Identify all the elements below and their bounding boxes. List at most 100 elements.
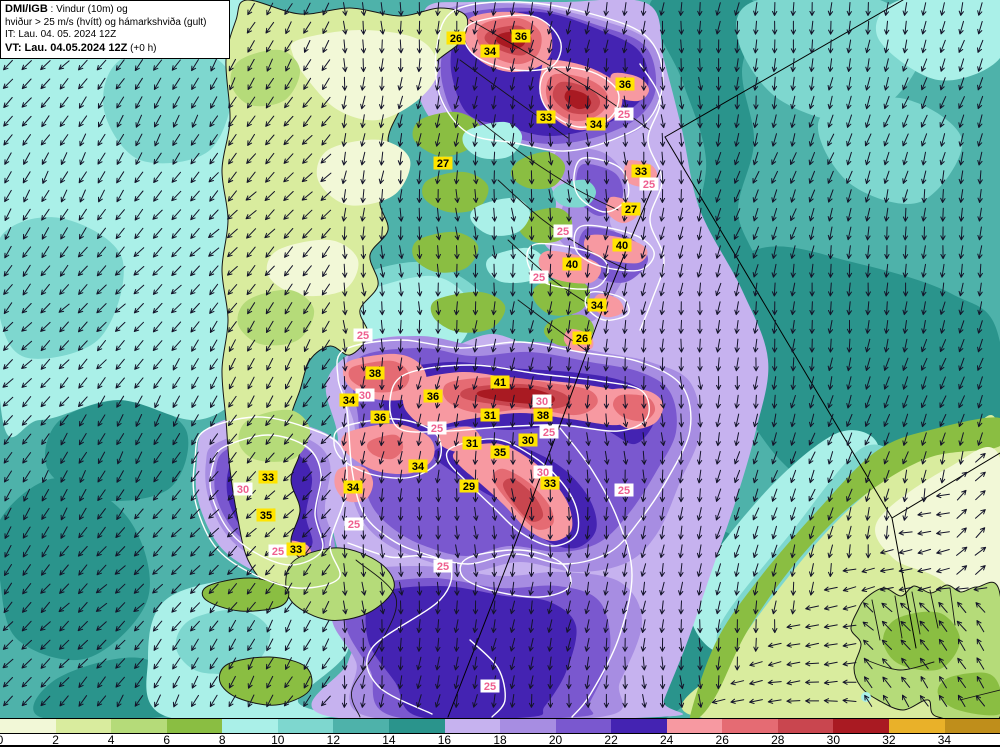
contour-label-bg (233, 482, 253, 496)
contour-label-value: 25 (431, 423, 443, 435)
contour-label-bg (529, 270, 549, 284)
wind-region-c3 (510, 151, 566, 190)
max-gust-label-bg (286, 542, 306, 556)
colorbar-segment-13 (722, 719, 778, 733)
colorbar-segment-1 (55, 719, 112, 733)
wind-region-c13 (612, 394, 656, 422)
contour-label-bg (480, 679, 500, 693)
colorbar-segment-0 (0, 719, 56, 733)
max-gust-label-bg (631, 164, 651, 178)
wind-region-c15 (564, 89, 592, 110)
colorbar-segment-7 (388, 719, 445, 733)
colorbar-segment-2 (111, 719, 167, 733)
max-gust-label: 36 (511, 29, 531, 43)
max-gust-label-bg (490, 445, 510, 459)
max-gust-label-bg (615, 77, 635, 91)
legend-line-1: DMI/IGB : Vindur (10m) og (5, 3, 128, 15)
colorbar-tick-26: 26 (715, 733, 729, 747)
max-gust-label-bg (339, 393, 359, 407)
max-gust-label: 33 (258, 470, 278, 484)
colorbar-segment-12 (666, 719, 723, 733)
max-gust-label: 33 (286, 542, 306, 556)
colorbar-segment-6 (333, 719, 389, 733)
max-gust-label-value: 30 (522, 435, 534, 447)
max-gust-label: 34 (480, 44, 500, 58)
contour-label: 30 (355, 388, 375, 402)
max-gust-label: 36 (370, 410, 390, 424)
max-gust-label-value: 34 (412, 461, 425, 473)
contour-label: 30 (233, 482, 253, 496)
max-gust-label: 34 (408, 459, 428, 473)
max-gust-label-bg (480, 44, 500, 58)
wind-region-c13 (367, 434, 404, 460)
contour-label-bg (533, 465, 553, 479)
max-gust-label: 29 (459, 479, 479, 493)
max-gust-label: 40 (612, 238, 632, 252)
max-gust-label: 27 (433, 156, 453, 170)
max-gust-label: 35 (256, 508, 276, 522)
max-gust-label-bg (511, 29, 531, 43)
max-gust-label: 33 (631, 164, 651, 178)
max-gust-label-value: 36 (619, 79, 631, 91)
max-gust-label: 36 (423, 389, 443, 403)
max-gust-label-value: 31 (484, 410, 496, 422)
max-gust-label: 27 (621, 202, 641, 216)
contour-label-value: 25 (348, 519, 360, 531)
wind-region-c3 (430, 291, 506, 333)
max-gust-label: 31 (462, 436, 482, 450)
wind-region-c5 (552, 179, 597, 208)
contour-label: 25 (433, 559, 453, 573)
contour-25 (333, 418, 443, 479)
contour-label-bg (353, 328, 373, 342)
contour-25 (469, 639, 506, 718)
max-gust-label-value: 34 (591, 300, 604, 312)
max-gust-label-value: 34 (484, 46, 497, 58)
max-gust-label-value: 41 (494, 377, 506, 389)
wind-region-c7 (0, 477, 150, 661)
contour-label-value: 30 (237, 484, 249, 496)
max-gust-label: 36 (615, 77, 635, 91)
coastline (350, 559, 398, 718)
max-gust-label: 35 (490, 445, 510, 459)
colorbar-tick-18: 18 (493, 733, 507, 747)
max-gust-label: 30 (518, 433, 538, 447)
colorbar-tick-8: 8 (218, 733, 226, 747)
contour-label: 25 (427, 421, 447, 435)
max-gust-label: 38 (533, 408, 553, 422)
contour-label-bg (344, 517, 364, 531)
max-gust-label-value: 34 (343, 395, 356, 407)
max-gust-label-bg (365, 366, 385, 380)
contour-label: 25 (353, 328, 373, 342)
colorbar-tick-12: 12 (326, 733, 341, 747)
max-gust-label-bg (540, 476, 560, 490)
max-gust-label: 40 (562, 257, 582, 271)
land-patch (689, 417, 1000, 718)
contour-25 (584, 291, 630, 321)
max-gust-label-value: 33 (262, 472, 274, 484)
graticule-line (664, 0, 904, 138)
max-gust-label-value: 34 (590, 119, 603, 131)
colorbar-segment-15 (833, 719, 889, 733)
max-gust-label-bg (423, 389, 443, 403)
colorbar-segment-3 (166, 719, 223, 733)
max-gust-label: 31 (480, 408, 500, 422)
max-gust-label-value: 40 (616, 240, 628, 252)
colorbar-tick-14: 14 (382, 733, 396, 747)
colorbar-tick-30: 30 (826, 733, 841, 747)
max-gust-label-value: 27 (625, 204, 637, 216)
colorbar-tick-10: 10 (271, 733, 285, 747)
max-gust-label-bg (621, 202, 641, 216)
coastline (459, 59, 569, 139)
max-gust-label-value: 27 (437, 158, 449, 170)
graticule-line (891, 452, 1000, 519)
contour-label: 25 (639, 177, 659, 191)
contour-label-value: 25 (618, 109, 630, 121)
colorbar-segment-10 (555, 719, 612, 733)
max-gust-label-bg (612, 238, 632, 252)
contour-label: 25 (529, 270, 549, 284)
contour-label: 25 (614, 107, 634, 121)
contour-label-value: 25 (643, 179, 655, 191)
contour-25 (573, 224, 655, 272)
wind-region-c3 (412, 111, 481, 157)
max-gust-label: 34 (586, 117, 606, 131)
